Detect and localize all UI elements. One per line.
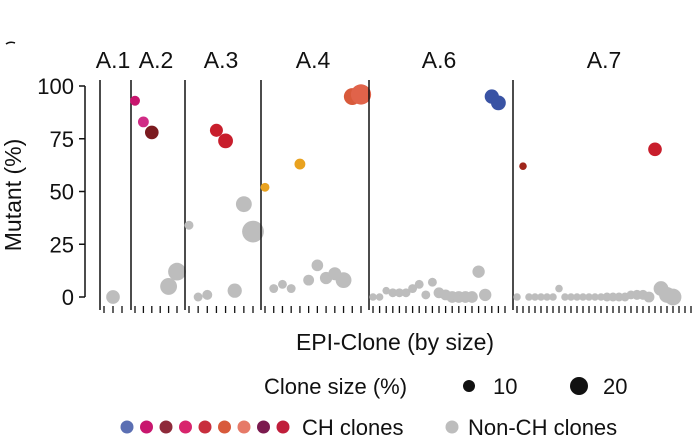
- panels: A.1 A.2 A.3 A.4 A.6 A.7: [96, 47, 692, 313]
- non-ch-clone-point: [427, 277, 437, 287]
- ch-clone-point: [209, 123, 223, 137]
- ch-clone-point: [130, 95, 140, 106]
- x-axis-label: EPI-Clone (by size): [296, 329, 494, 355]
- non-ch-clone-point: [597, 293, 605, 301]
- ch-clone-point: [137, 116, 149, 128]
- y-axis: 0 25 50 75 100: [37, 74, 86, 310]
- panel-title: A.6: [422, 47, 457, 73]
- non-ch-clone-point: [585, 293, 593, 301]
- non-ch-clone-point: [472, 265, 485, 278]
- ch-clone-point: [144, 125, 159, 140]
- size-legend-label: 10: [493, 374, 517, 399]
- non-ch-clone-point: [555, 284, 563, 293]
- ch-clone-point: [519, 162, 527, 170]
- panel-a-6: A.6: [368, 47, 506, 313]
- non-ch-clone-point: [160, 278, 178, 295]
- non-ch-clone-point: [479, 288, 492, 302]
- ch-legend-dot: [159, 420, 173, 434]
- y-tick-label: 100: [37, 74, 74, 99]
- ch-clone-point: [648, 142, 662, 157]
- panel-a-4: A.4: [260, 47, 372, 313]
- ch-legend-dot: [198, 420, 212, 434]
- non-ch-clone-point: [235, 196, 252, 213]
- non-ch-clone-point: [193, 292, 203, 302]
- non-ch-clone-point: [573, 293, 581, 301]
- non-ch-clone-point: [335, 272, 352, 289]
- y-axis-label: Mutant (%): [0, 139, 26, 251]
- non-ch-clone-point: [664, 288, 682, 306]
- non-ch-clone-point: [168, 262, 186, 281]
- non-ch-clone-point: [543, 293, 551, 301]
- non-ch-clone-point: [269, 284, 279, 294]
- ch-legend-dot: [276, 420, 290, 434]
- non-ch-clone-point: [394, 288, 404, 298]
- ch-legend-label: CH clones: [302, 415, 403, 439]
- size-legend-dot: [570, 377, 588, 395]
- non-ch-clone-point: [466, 291, 478, 303]
- non-ch-clone-point: [531, 293, 539, 301]
- panel-title: A.2: [139, 47, 174, 73]
- panel-a-2: A.2: [130, 47, 186, 313]
- non-ch-clone-point: [421, 290, 431, 300]
- ch-legend-dot: [140, 420, 153, 434]
- non-ch-clone-point: [286, 284, 296, 294]
- ch-legend-dot: [218, 420, 231, 434]
- ch-clone-point: [490, 95, 506, 111]
- y-tick-label: 75: [50, 127, 74, 152]
- ch-clone-point: [218, 133, 233, 149]
- non-ch-legend-dot: [445, 420, 459, 434]
- non-ch-clone-point: [513, 293, 521, 301]
- non-ch-legend-label: Non-CH clones: [468, 415, 617, 439]
- non-ch-clone-point: [643, 291, 655, 303]
- non-ch-clone-point: [567, 293, 575, 301]
- non-ch-clone-point: [278, 279, 287, 289]
- non-ch-clone-point: [382, 286, 390, 295]
- panel-title: A.4: [296, 47, 331, 73]
- y-tick-label: 0: [62, 285, 74, 310]
- size-legend: Clone size (%) 10 20: [264, 374, 627, 399]
- non-ch-clone-point: [242, 220, 264, 243]
- size-legend-dot: [463, 380, 475, 392]
- size-legend-label: 20: [603, 374, 627, 399]
- non-ch-clone-point: [184, 220, 194, 230]
- ch-legend-dot: [257, 420, 270, 434]
- top-left-mark: [5, 41, 16, 45]
- non-ch-clone-point: [369, 293, 377, 301]
- non-ch-clone-point: [591, 293, 599, 301]
- non-ch-clone-point: [537, 293, 545, 301]
- ch-clone-point: [350, 84, 372, 105]
- ch-clone-point: [260, 182, 270, 192]
- non-ch-clone-point: [106, 290, 120, 304]
- non-ch-clone-point: [561, 293, 569, 301]
- ch-legend-dot: [179, 420, 192, 434]
- group-legend: CH clones Non-CH clones: [120, 415, 617, 439]
- non-ch-clone-point: [375, 293, 384, 301]
- panel-title: A.7: [587, 47, 622, 73]
- panel-title: A.3: [204, 47, 239, 73]
- non-ch-clone-point: [388, 288, 398, 298]
- non-ch-clone-point: [311, 259, 324, 272]
- non-ch-clone-point: [579, 293, 587, 301]
- panel-a-7: A.7: [512, 47, 692, 313]
- non-ch-clone-point: [303, 274, 315, 286]
- y-tick-label: 25: [50, 232, 74, 257]
- non-ch-clone-point: [414, 279, 424, 289]
- panel-a-1: A.1: [96, 47, 131, 313]
- non-ch-clone-point: [408, 284, 418, 294]
- non-ch-clone-point: [525, 293, 533, 301]
- non-ch-clone-point: [202, 289, 213, 300]
- size-legend-title: Clone size (%): [264, 374, 407, 399]
- non-ch-clone-point: [227, 283, 242, 298]
- ch-clone-point: [294, 158, 306, 170]
- ch-legend-dot: [237, 420, 251, 434]
- panel-a-3: A.3: [184, 47, 264, 313]
- panel-title: A.1: [96, 47, 131, 73]
- ch-legend-dot: [120, 420, 134, 434]
- y-tick-label: 50: [50, 180, 74, 205]
- non-ch-clone-point: [549, 293, 557, 301]
- non-ch-clone-point: [401, 288, 411, 298]
